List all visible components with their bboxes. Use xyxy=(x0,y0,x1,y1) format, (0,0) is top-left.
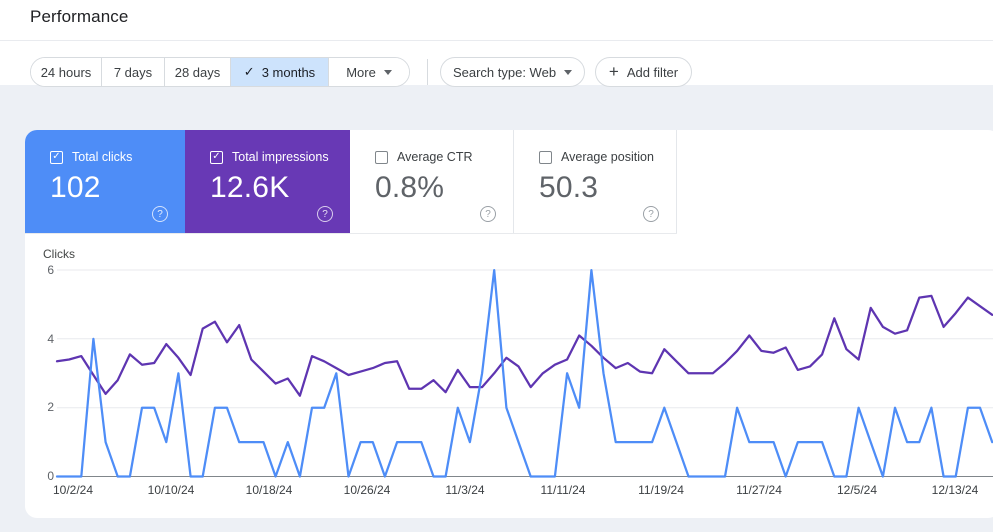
metric-label: Average CTR xyxy=(397,150,473,164)
chevron-down-icon xyxy=(564,69,573,75)
range-24-hours-label: 24 hours xyxy=(40,64,92,80)
x-tick: 11/3/24 xyxy=(445,483,485,497)
y-tick-6: 6 xyxy=(47,263,54,277)
metric-label: Average position xyxy=(561,150,654,164)
range-more-label: More xyxy=(346,64,376,80)
help-icon[interactable]: ? xyxy=(152,206,168,222)
add-filter-button[interactable]: + Add filter xyxy=(595,57,692,87)
metric-tile-total-clicks[interactable]: ✓ Total clicks 102 ? xyxy=(25,130,185,233)
range-28-days-button[interactable]: 28 days xyxy=(165,58,231,86)
range-24-hours-button[interactable]: 24 hours xyxy=(31,58,102,86)
range-7-days-label: 7 days xyxy=(113,64,153,80)
x-tick: 12/13/24 xyxy=(931,483,979,497)
chevron-down-icon xyxy=(383,69,392,75)
range-3-months-label: 3 months xyxy=(261,64,316,80)
x-tick: 10/26/24 xyxy=(343,483,391,497)
average-position-checkbox[interactable] xyxy=(539,150,552,164)
x-tick: 12/5/24 xyxy=(836,483,878,497)
metric-tile-average-ctr[interactable]: Average CTR 0.8% ? xyxy=(350,130,514,233)
x-tick: 10/10/24 xyxy=(147,483,195,497)
title-row: Performance xyxy=(0,0,993,41)
range-28-days-label: 28 days xyxy=(174,64,221,80)
help-icon[interactable]: ? xyxy=(480,206,496,222)
metric-value: 50.3 xyxy=(539,171,599,204)
metric-tile-average-position[interactable]: Average position 50.3 ? xyxy=(514,130,677,233)
x-tick: 10/18/24 xyxy=(245,483,293,497)
page-title: Performance xyxy=(30,7,129,26)
help-icon[interactable]: ? xyxy=(643,206,659,222)
total-impressions-checkbox[interactable]: ✓ xyxy=(210,150,223,164)
y-tick-2: 2 xyxy=(47,400,54,414)
plus-icon: + xyxy=(608,62,619,81)
impressions-line xyxy=(55,294,993,397)
x-tick: 11/19/24 xyxy=(638,483,684,497)
toolbar-divider xyxy=(427,59,428,85)
y-axis-title: Clicks xyxy=(43,247,75,261)
y-tick-0: 0 xyxy=(47,469,54,483)
range-more-button[interactable]: More xyxy=(329,58,409,86)
average-ctr-checkbox[interactable] xyxy=(375,150,388,164)
metric-tile-total-impressions[interactable]: ✓ Total impressions 12.6K ? xyxy=(185,130,350,233)
clicks-line xyxy=(55,268,993,478)
metric-value: 102 xyxy=(50,171,101,204)
check-icon: ✓ xyxy=(243,64,255,79)
metric-value: 0.8% xyxy=(375,171,445,204)
metric-label: Total impressions xyxy=(232,150,329,164)
add-filter-label: Add filter xyxy=(626,64,679,80)
metric-label: Total clicks xyxy=(72,150,133,164)
total-clicks-checkbox[interactable]: ✓ xyxy=(50,150,63,164)
x-tick: 11/27/24 xyxy=(736,483,782,497)
range-7-days-button[interactable]: 7 days xyxy=(102,58,165,86)
x-tick: 10/2/24 xyxy=(52,483,94,497)
x-tick: 11/11/24 xyxy=(540,483,586,497)
search-type-label: Search type: Web xyxy=(452,64,557,80)
y-tick-4: 4 xyxy=(47,332,54,346)
range-3-months-button[interactable]: ✓ 3 months xyxy=(231,58,329,86)
tile-row-divider xyxy=(25,233,677,234)
search-type-dropdown[interactable]: Search type: Web xyxy=(440,57,585,87)
metric-value: 12.6K xyxy=(210,171,290,204)
help-icon[interactable]: ? xyxy=(317,206,333,222)
date-range-group: 24 hours 7 days 28 days ✓ 3 months More xyxy=(30,57,410,87)
